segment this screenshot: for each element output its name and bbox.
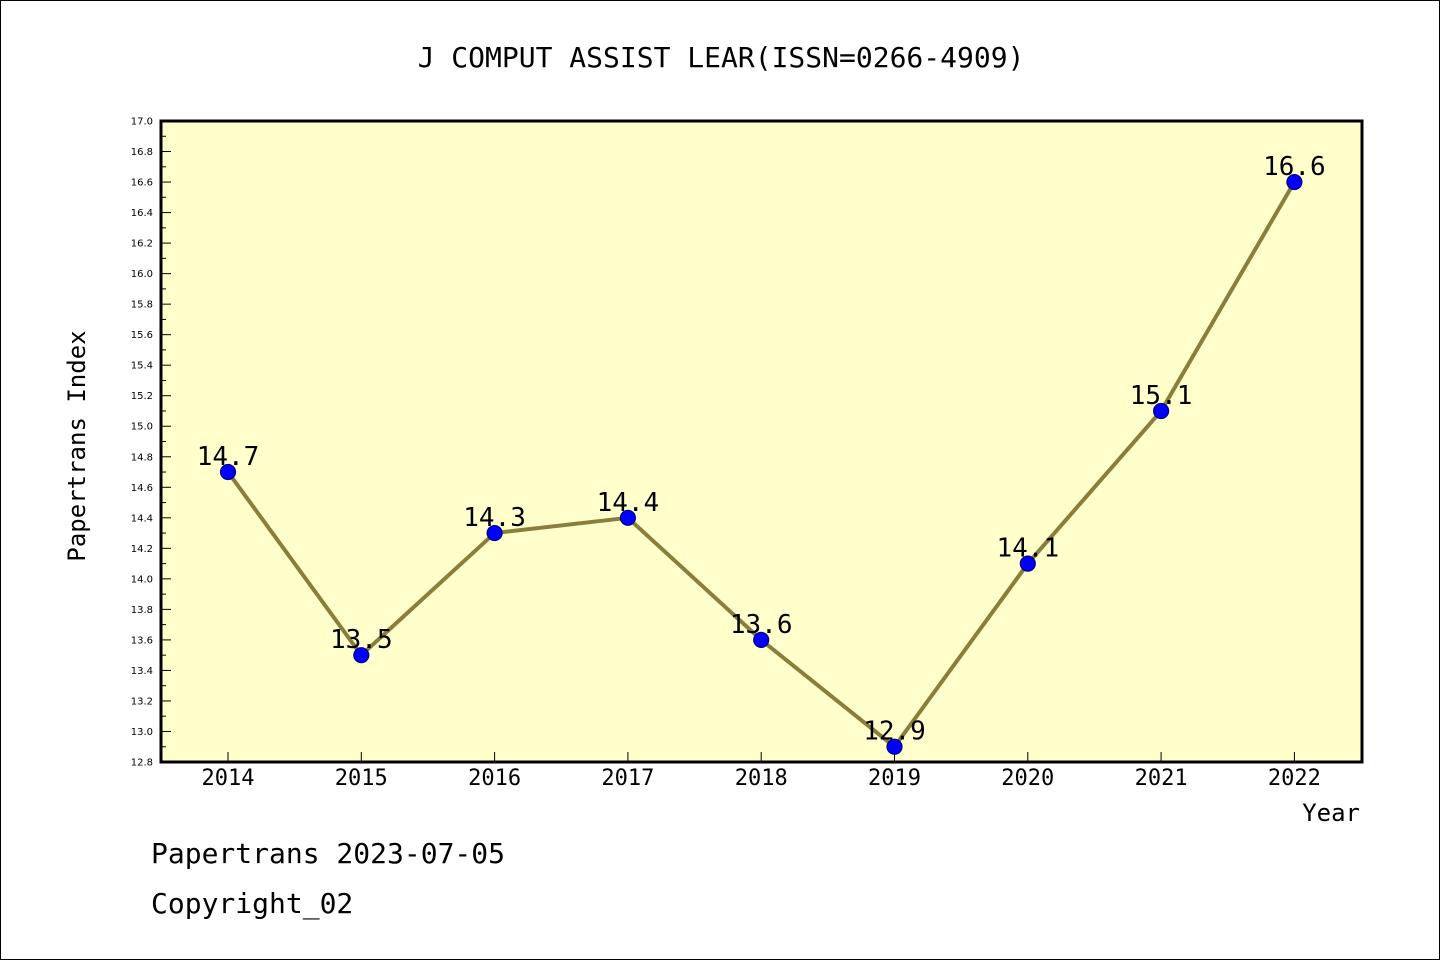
y-tick-label: 16.6 [131,178,153,189]
data-labels: 14.7 13.5 14.3 14.4 13.6 12.9 14.1 15.1 16.6 [197,152,1326,747]
data-label: 14.3 [463,503,526,533]
y-tick-label: 13.2 [131,696,153,707]
y-tick-label: 13.8 [131,605,153,616]
y-tick-label: 15.8 [131,300,153,311]
y-tick-label: 16.2 [131,239,153,250]
y-tick-label: 13.4 [131,666,153,677]
x-tick-label: 2021 [1135,766,1188,791]
data-label: 16.6 [1263,152,1326,182]
y-tick-label: 16.4 [131,208,153,219]
y-tick-label: 13.0 [131,727,153,738]
x-axis-ticks: 2014 2015 2016 2017 2018 2019 2020 2021 2022 [202,752,1321,791]
data-point [886,738,903,755]
data-label: 12.9 [863,717,926,747]
data-label: 14.4 [597,488,660,518]
data-label: 14.7 [197,442,260,472]
x-axis-label: Year [1302,799,1360,827]
data-point [1019,555,1036,572]
data-point [1152,402,1170,420]
x-tick-label: 2014 [202,766,255,791]
x-tick-label: 2018 [735,766,788,791]
data-label: 13.6 [730,610,793,640]
footer-date: Papertrans 2023-07-05 [151,837,506,870]
y-axis-label: Papertrans Index [63,330,91,561]
x-tick-label: 2016 [468,766,521,791]
data-point [353,647,370,664]
y-axis-ticks: 12.8 13.0 13.2 13.4 13.6 13.8 14.0 14.2 14.4 14.6… [131,117,171,769]
y-tick-label: 14.0 [131,574,153,585]
data-point [486,524,503,542]
y-tick-label: 15.2 [131,391,153,402]
y-tick-label: 14.4 [131,513,153,524]
y-tick-label: 15.6 [131,330,153,341]
x-tick-label: 2020 [1001,766,1054,791]
data-label: 14.1 [996,534,1059,564]
y-tick-label: 15.4 [131,361,153,372]
y-tick-label: 13.6 [131,635,153,646]
y-tick-label: 16.0 [131,269,153,280]
x-tick-label: 2015 [335,766,388,791]
data-label: 13.5 [330,625,393,655]
chart-title: J COMPUT ASSIST LEAR(ISSN=0266-4909) [418,41,1025,74]
data-point [619,509,637,526]
data-point [1286,173,1303,191]
y-tick-label: 14.2 [131,544,153,555]
data-label: 15.1 [1130,381,1193,411]
data-point [219,463,237,481]
y-tick-label: 14.6 [131,483,153,494]
data-point [753,631,770,649]
footer-copyright: Copyright_02 [151,887,354,920]
y-tick-label: 14.8 [131,452,153,463]
x-tick-label: 2019 [868,766,921,791]
x-tick-label: 2022 [1268,766,1321,791]
y-tick-label: 16.8 [131,147,153,158]
x-tick-label: 2017 [601,766,654,791]
y-tick-label: 15.0 [131,422,153,433]
data-points [219,173,1303,755]
y-tick-label: 17.0 [131,117,153,128]
plot-area [159,119,1364,764]
y-tick-label: 12.8 [131,758,153,769]
